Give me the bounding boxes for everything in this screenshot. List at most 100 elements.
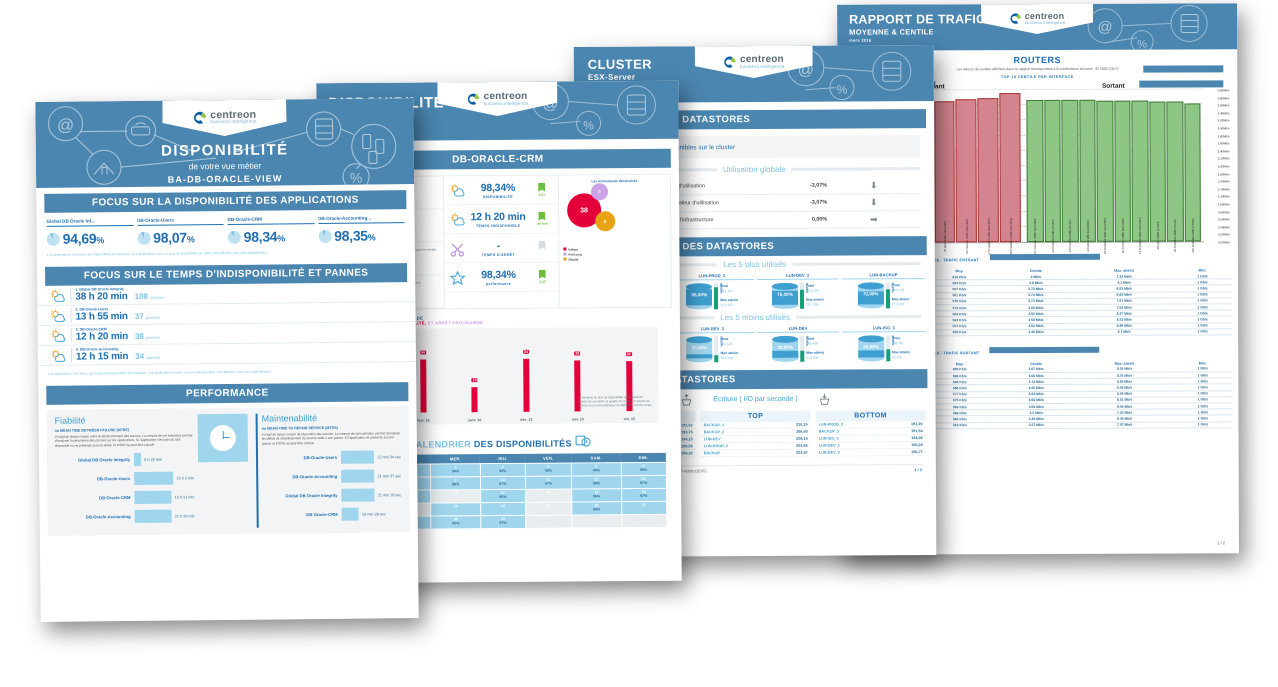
calendar-cell[interactable]: 24 [480, 502, 526, 516]
downtime-row[interactable]: 4. DB-Oracle-Accounting 12 h 15 min 34 p… [37, 342, 417, 366]
calendar-title-1: CALENDRIER [408, 439, 472, 450]
network-artwork: @ % [1087, 4, 1208, 51]
calendar-cell[interactable]: 16 [430, 489, 481, 503]
app-kpi[interactable]: DB-Oracle-Users 98,07% [137, 217, 224, 246]
report-page-traffic[interactable]: @ % RAPPORT DE TRAFIC MOYENNE & CENTILE … [837, 3, 1239, 555]
calendar-cell[interactable] [571, 514, 622, 528]
traffic-bar[interactable]: e1 moscou traffic secondary [1026, 100, 1044, 253]
calendar-cell[interactable]: 4 99% [525, 462, 572, 477]
perf-bar-row[interactable]: DB-Oracle-Accounting 21 min 37 sec [262, 469, 401, 484]
calendar-cell[interactable]: 12 98% [571, 475, 622, 489]
perf-bar-row[interactable]: Global DB Oracle Integrity 6 h 20 min [55, 452, 194, 467]
traffic-bar-label: e5 paris traffic secondary [942, 220, 947, 252]
calendar-cell[interactable]: 9 98% [430, 476, 481, 490]
datastore-card[interactable]: LUN-DEV_2 75,00% 75,00% Total 38.3 GB Ma… [756, 272, 840, 309]
traffic-bar[interactable]: e8 bruxelles traffic secondary [999, 93, 1021, 254]
crm-kpi-value: 98,34% [480, 181, 516, 194]
traffic-bar[interactable]: e7 bruxelles traffic secondary [1131, 100, 1149, 254]
rule-right [795, 315, 922, 319]
datastore-cylinder-icon: 75,00% [771, 282, 799, 309]
calendar-cell[interactable]: 19 96% [571, 488, 622, 502]
perf-bar-row[interactable]: DB-Oracle-CRM 19 min 28 sec [263, 507, 402, 522]
perf-bar-row[interactable]: DB-Oracle-CRM 15 h 13 min [55, 490, 194, 505]
calendar-cell[interactable]: 30 95% [431, 515, 481, 529]
calendar-cell[interactable]: 13 97% [621, 475, 667, 489]
downtime-count: 38 pannes [134, 331, 161, 341]
traffic-bar[interactable]: e6 moscou traffic secondary [1113, 100, 1131, 253]
perf-bar-row[interactable]: DB-Oracle-Users 15 h 5 min [55, 471, 194, 486]
calendar-cell[interactable]: 3 94% [480, 463, 526, 477]
calendar-cell[interactable]: 31 97% [480, 515, 526, 529]
calendar-cell[interactable]: 26 99% [571, 501, 622, 515]
report-page-availability-detail[interactable]: @ % DISPONIBILITÉ 24x7 centreon business… [316, 80, 682, 584]
traffic-bar[interactable]: e9 bruxelles traffic primary [1166, 101, 1184, 252]
evolution-bar-label: nov. 15 [571, 417, 584, 422]
app-kpi[interactable]: DB-Oracle-Accounting... 98,35% [317, 215, 405, 244]
event-bubble[interactable]: 0 [594, 211, 616, 232]
calendar-cell[interactable]: 25 [525, 501, 572, 516]
calendar-cell[interactable]: 27 [621, 501, 667, 515]
perf-bar-row[interactable]: DB-Oracle-Accounting 21 h 29 min [56, 509, 195, 524]
perf-bar-row[interactable]: Global DB Oracle Integrity 21 min 18 sec [262, 488, 401, 503]
sun-cloud-icon [449, 212, 465, 227]
downtime-row[interactable]: 2. DB-Oracle-Users 13 h 55 min 37 pannes [37, 302, 416, 326]
calendar-cell[interactable]: 17 95% [480, 489, 526, 503]
evolution-bar-label: févr. 16 [417, 418, 430, 423]
traffic-bar[interactable]: e10 bruxelles traffic primary [1183, 103, 1201, 253]
traffic-bar[interactable]: e2 bruxelles traffic primary [1043, 100, 1061, 252]
calendar-day-header: SAM. [571, 453, 621, 463]
traffic-bar[interactable]: e5 bruxelles traffic secondary [1096, 100, 1114, 254]
iops-table[interactable]: TOP BACKUP_1 210,19 BACKUP_2 206,60 LUN-… [700, 410, 811, 458]
crm-kpi-item[interactable]: - TEMPS D'ARRÊT - [444, 233, 559, 264]
write-down-icon [820, 393, 830, 405]
datastore-card[interactable]: LUN-BACKUP 72,00% 72,00% Total 99.9 GB M… [842, 272, 925, 309]
evolution-bar[interactable]: 34 févr. 16 [417, 350, 430, 423]
app-kpi[interactable]: Global DB Oracle Int... 94,69% [46, 217, 134, 247]
datastore-gauge: 86,00% [714, 283, 723, 310]
traffic-bar[interactable]: e3 bruxelles traffic primary [1061, 100, 1079, 252]
datastore-card[interactable]: LUN-PROD_2 86,00% 86,00% Total 34.1 GB M… [670, 273, 754, 310]
iops-row[interactable]: LUN-DEV_2 196,77 [815, 448, 926, 457]
downtime-row[interactable]: 3. DB-Oracle-CRM 12 h 20 min 38 pannes [37, 322, 416, 346]
page1-view-name: BA-DB-ORACLE-VIEW [167, 173, 283, 185]
event-bubble[interactable]: 0 [590, 183, 608, 201]
calendar-cell[interactable]: 5 94% [571, 462, 622, 476]
calendar-cell[interactable] [621, 514, 667, 528]
datastore-gauge: 75,00% [799, 283, 809, 309]
datastore-name: LUN-BACKUP [842, 272, 925, 280]
iops-table[interactable]: BOTTOM LUN-PROD_3 191,20 BACKUP_3 191,54… [815, 410, 926, 457]
evolution-bar[interactable]: 16 janv. 16 [468, 378, 481, 422]
traffic-bar[interactable]: e7 bruxelles traffic secondary [977, 98, 999, 254]
report-page-cluster[interactable]: @ % CLUSTER ESX-Server centreon busi [573, 45, 937, 557]
datastore-card[interactable]: LUN-DEV_3 25,00% 25,00% Total 124 GB Max… [670, 326, 754, 363]
downtime-row[interactable]: 1. Global DB Oracle Integrity 38 h 20 mi… [37, 282, 416, 306]
calendar-cell[interactable] [525, 514, 573, 529]
iops-row[interactable]: BACKUP 203,67 [700, 449, 811, 457]
traffic-bar[interactable]: e6 moscou traffic secondary [955, 99, 978, 254]
evolution-bar[interactable]: 34 déc. 15 [520, 350, 532, 422]
traffic-bar[interactable]: e5 paris traffic secondary [933, 101, 956, 252]
crm-kpi-item[interactable]: 98,34% DISPONIBILITÉ 0,23 [443, 175, 558, 206]
calendar-cell[interactable]: 11 97% [525, 475, 572, 490]
calendar-cell-pct: 98% [451, 482, 460, 487]
datastore-card[interactable]: LUN-DEV 38,00% 38,00% Total 560 MB Max a… [756, 325, 840, 362]
datastore-card[interactable]: LUN-ISO_3 40,89% 40,89% Total 100 GB Max… [842, 325, 926, 362]
centreon-mark-icon [1009, 13, 1022, 26]
crm-kpi-item[interactable]: 12 h 20 min TEMPS INDISPONIBLE -49 min [444, 204, 559, 235]
crm-kpi-label: performance [485, 281, 512, 286]
calendar-cell[interactable]: 23 [431, 502, 481, 516]
maintainability-bars: DB-Oracle-Users 22 min 34 sec DB-Oracle-A… [262, 450, 402, 522]
calendar-cell[interactable]: 6 99% [620, 462, 667, 476]
calendar-cell[interactable]: 2 94% [430, 463, 481, 477]
calendar-cell[interactable]: 20 97% [621, 488, 667, 502]
report-page-availability-overview[interactable]: @ % [35, 98, 419, 622]
calendar-cell[interactable]: 18 [525, 488, 572, 503]
calendar-cell[interactable]: 10 97% [480, 476, 526, 490]
crm-kpi-item[interactable]: 98,34% performance 0,23 [444, 262, 559, 293]
traffic-bar[interactable]: e4 paris traffic secondary [1078, 99, 1096, 251]
datastore-pct: 25,00% [691, 345, 708, 351]
traffic-bar[interactable]: e8 paris traffic primary [1148, 102, 1166, 249]
perf-bar-row[interactable]: DB-Oracle-Users 22 min 34 sec [262, 450, 401, 465]
app-kpi[interactable]: DB-Oracle-CRM 98,34% [227, 216, 315, 245]
global-usage-pct: -3,07% [809, 182, 828, 189]
